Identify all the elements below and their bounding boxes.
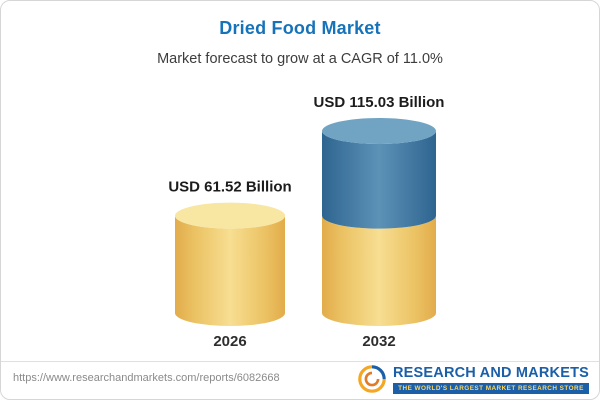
- bar-2032-growth-body: [322, 131, 436, 229]
- logo-mark-icon: [358, 365, 386, 393]
- category-label-2032: 2032: [362, 333, 395, 350]
- bar-2032-top: [322, 118, 436, 144]
- bar-2026-body: [175, 215, 285, 326]
- bar-2032-base-body: [322, 215, 436, 326]
- category-label-2026: 2026: [213, 333, 246, 350]
- brand-logo: RESEARCH AND MARKETS THE WORLD'S LARGEST…: [357, 364, 589, 394]
- value-label-2026: USD 61.52 Billion: [168, 179, 291, 196]
- brand-tagline: THE WORLD'S LARGEST MARKET RESEARCH STOR…: [393, 382, 589, 394]
- value-label-2032: USD 115.03 Billion: [314, 94, 445, 111]
- brand-name: RESEARCH AND MARKETS: [393, 364, 589, 381]
- page-title: Dried Food Market: [219, 18, 381, 38]
- report-url-link[interactable]: https://www.researchandmarkets.com/repor…: [13, 372, 280, 384]
- footer-divider: [1, 361, 599, 362]
- page-subtitle: Market forecast to grow at a CAGR of 11.…: [157, 51, 443, 67]
- bar-2026-top: [175, 202, 285, 229]
